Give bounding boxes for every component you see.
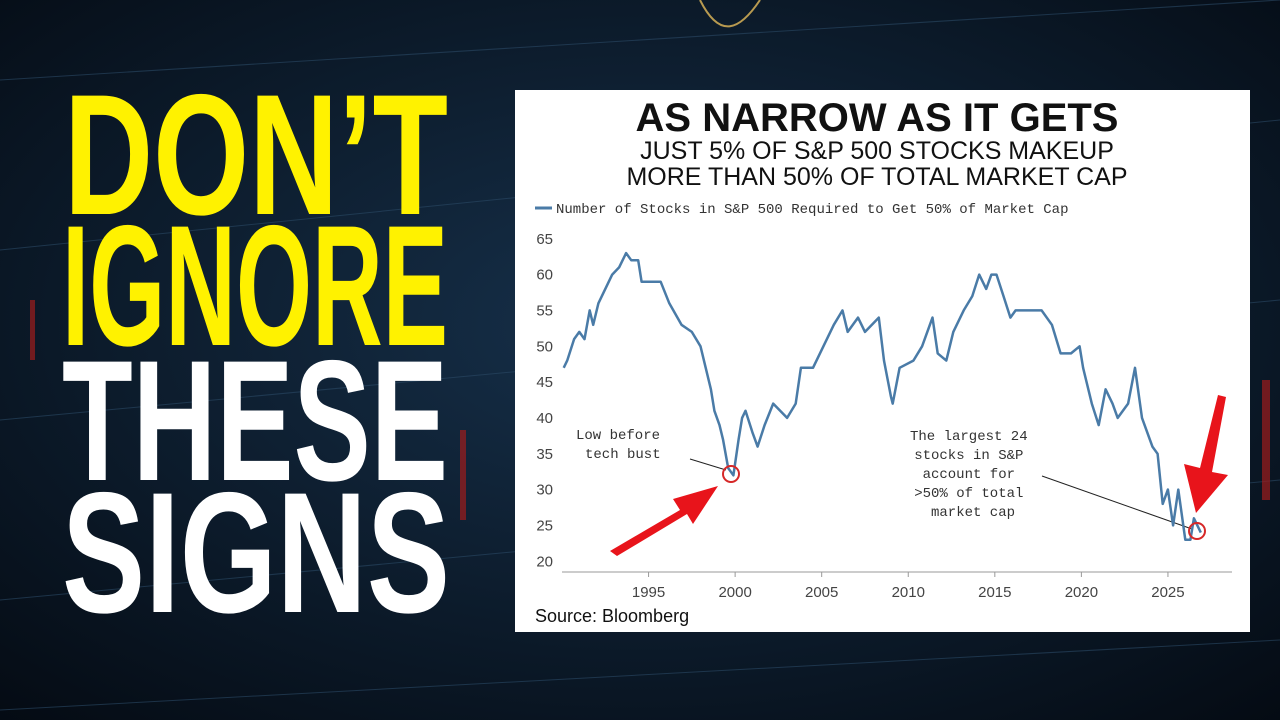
background-candles (30, 300, 1270, 520)
x-tick-label: 2010 (892, 584, 925, 601)
y-tick-label: 45 (536, 374, 553, 391)
annotation: Low before tech bust (576, 428, 668, 463)
x-tick-label: 2005 (805, 584, 838, 601)
legend-label: Number of Stocks in S&P 500 Required to … (556, 202, 1068, 218)
background-curve (699, 0, 761, 28)
y-tick-label: 60 (536, 267, 553, 284)
y-tick-label: 40 (536, 410, 553, 427)
y-tick-label: 35 (536, 446, 553, 463)
headline-line: SIGNS (62, 457, 450, 649)
y-tick-label: 30 (536, 482, 553, 499)
chart-title: AS NARROW AS IT GETS (636, 96, 1119, 140)
annotation-leader (1041, 475, 1193, 530)
highlight-circle (722, 465, 740, 483)
arrow (1184, 395, 1228, 513)
y-tick-label: 65 (536, 231, 553, 248)
annotation-line: stocks in S&P (914, 448, 1023, 464)
headline-line: THESE (62, 325, 448, 517)
source: Source: Bloomberg (535, 606, 689, 626)
y-tick-label: 55 (536, 302, 553, 319)
arrows (610, 395, 1228, 556)
annotation-leader (689, 458, 727, 471)
headline: DON’T IGNORE THESE SIGNS (62, 59, 450, 649)
annotation-line: account for (923, 467, 1015, 483)
x-tick-label: 1995 (632, 584, 665, 601)
annotation: The largest 24 stocks in S&P account for… (910, 429, 1036, 521)
y-tick-label: 25 (536, 517, 553, 534)
x-tick-label: 2025 (1151, 584, 1184, 601)
annotation-line: tech bust (585, 447, 661, 463)
x-tick-label: 2020 (1065, 584, 1098, 601)
y-tick-label: 50 (536, 338, 553, 355)
arrow (610, 486, 718, 556)
series-line (562, 251, 1202, 542)
annotation-line: The largest 24 (910, 429, 1028, 445)
x-tick-label: 2000 (718, 584, 751, 601)
annotation-line: Low before (576, 428, 660, 444)
y-tick-label: 20 (536, 553, 553, 570)
annotation-line: market cap (931, 505, 1015, 521)
highlight-circle (1188, 522, 1206, 540)
chart-subtitle: JUST 5% OF S&P 500 STOCKS MAKEUP (640, 137, 1114, 165)
headline-line: DON’T (64, 59, 448, 251)
headline-line: IGNORE (62, 190, 448, 382)
x-tick-label: 2015 (978, 584, 1011, 601)
chart-subtitle: MORE THAN 50% OF TOTAL MARKET CAP (626, 163, 1127, 191)
annotation-line: >50% of total (914, 486, 1023, 502)
